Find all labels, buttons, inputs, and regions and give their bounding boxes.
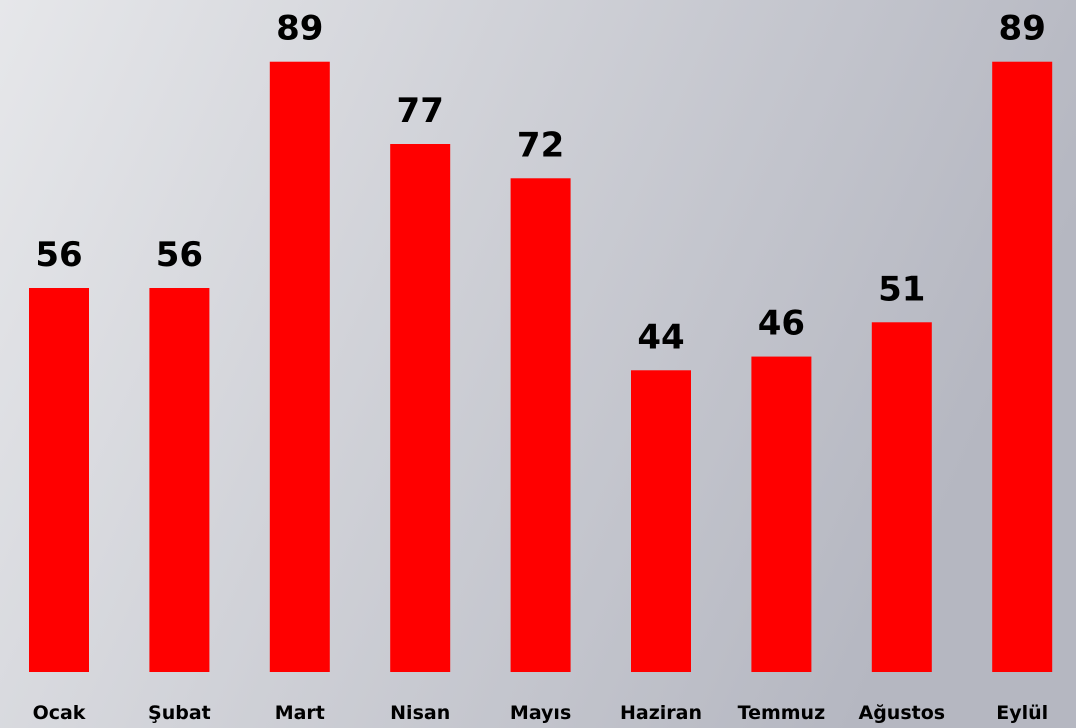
value-label: 89: [999, 9, 1046, 49]
value-label: 56: [156, 235, 203, 275]
bar: [269, 61, 330, 672]
value-label: 77: [397, 91, 444, 131]
bar: [871, 322, 932, 672]
bar: [751, 356, 812, 672]
bar: [149, 288, 210, 672]
x-tick-label: Şubat: [148, 702, 211, 724]
value-label: 72: [517, 125, 564, 165]
bar: [29, 288, 89, 672]
value-label: 89: [276, 9, 323, 49]
bar: [390, 144, 451, 672]
x-tick-label: Ağustos: [859, 702, 946, 724]
x-tick-label: Nisan: [390, 702, 450, 724]
x-tick-label: Mayıs: [510, 702, 571, 724]
x-tick-label: Ocak: [33, 702, 86, 724]
x-tick-label: Eylül: [996, 702, 1048, 724]
bar: [992, 61, 1053, 672]
value-label: 44: [637, 317, 684, 357]
value-label: 56: [35, 235, 82, 275]
value-label: 46: [758, 304, 805, 344]
x-tick-label: Temmuz: [738, 702, 826, 724]
bar: [631, 370, 691, 672]
value-label: 51: [878, 269, 925, 309]
x-tick-label: Mart: [275, 702, 325, 724]
x-tick-label: Haziran: [620, 702, 702, 724]
bar: [510, 178, 571, 673]
